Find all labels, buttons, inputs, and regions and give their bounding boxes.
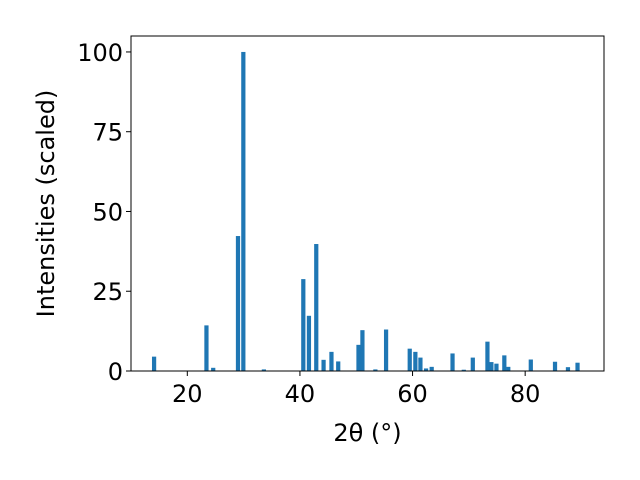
- bar: [360, 330, 365, 371]
- y-tick-label: 100: [77, 39, 123, 67]
- bar: [470, 357, 475, 371]
- bar: [204, 325, 209, 371]
- bar: [301, 279, 306, 371]
- y-tick-label: 25: [92, 278, 123, 306]
- y-tick-label: 75: [92, 119, 123, 147]
- y-axis-label: Intensities (scaled): [32, 90, 60, 318]
- bar: [356, 344, 361, 371]
- bar: [450, 353, 455, 371]
- x-axis-ticks: 20 40 60 80: [172, 371, 540, 408]
- x-tick-label: 80: [510, 380, 541, 408]
- bar: [461, 369, 466, 371]
- bar: [336, 361, 341, 371]
- bar: [429, 366, 434, 371]
- bar: [506, 366, 511, 371]
- bar: [407, 348, 412, 371]
- bars-group: [151, 51, 580, 371]
- bar: [151, 356, 157, 371]
- bar: [241, 51, 246, 371]
- bar: [489, 362, 494, 371]
- bar: [423, 368, 429, 371]
- x-axis-label: 2θ (°): [333, 419, 401, 447]
- bar: [502, 355, 507, 371]
- bar: [373, 369, 378, 371]
- bar: [329, 351, 334, 371]
- bar: [261, 369, 266, 371]
- plot-frame: [130, 35, 605, 372]
- bar: [314, 244, 319, 371]
- x-tick-label: 40: [285, 380, 316, 408]
- y-tick-label: 0: [108, 358, 123, 386]
- bar: [306, 315, 312, 371]
- x-tick-label: 20: [172, 380, 203, 408]
- y-axis-ticks: 0 25 50 75 100: [77, 39, 131, 386]
- bar: [565, 367, 571, 371]
- bar: [321, 359, 326, 371]
- bar: [552, 361, 558, 371]
- y-tick-label: 50: [92, 198, 123, 226]
- bar: [235, 236, 241, 371]
- bar: [383, 329, 389, 371]
- bar: [418, 357, 423, 371]
- bar: [413, 351, 418, 371]
- bar: [494, 363, 499, 371]
- x-tick-label: 60: [397, 380, 428, 408]
- bar: [528, 359, 533, 371]
- bar: [575, 362, 580, 371]
- bar: [485, 341, 490, 371]
- bar: [211, 367, 216, 371]
